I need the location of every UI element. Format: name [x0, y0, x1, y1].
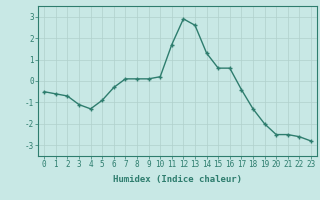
X-axis label: Humidex (Indice chaleur): Humidex (Indice chaleur) — [113, 175, 242, 184]
